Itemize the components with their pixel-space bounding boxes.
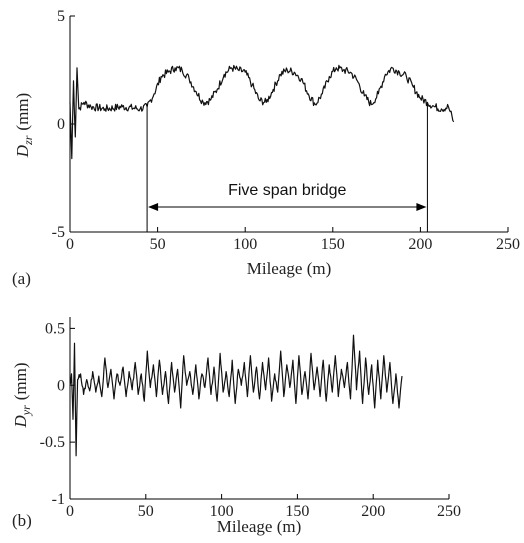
- panel-a-annotation: Five span bridge: [146, 104, 428, 232]
- panel-a-y-axis-label-main: D: [13, 144, 32, 158]
- y-tick-label: 0: [57, 377, 65, 394]
- y-tick-label: -0.5: [40, 434, 65, 451]
- x-tick-label: 250: [496, 236, 520, 253]
- panel-a-x-axis-label: Mileage (m): [247, 259, 332, 278]
- x-tick-label: 150: [321, 236, 345, 253]
- panel-b-x-axis-label: Mileage (m): [217, 517, 302, 536]
- panel-a-y-axis-label-sub: zr: [21, 135, 35, 146]
- panel-a-y-axis-label-unit: (mm): [13, 93, 32, 131]
- panel-a-chart: 0 50 100 150 200 250-505 Five span bridge Mil…: [12, 8, 520, 288]
- x-tick-label: 50: [150, 236, 166, 253]
- x-tick-label: 50: [138, 503, 154, 520]
- y-tick-label: 5: [57, 8, 65, 25]
- x-tick-label: 0: [66, 236, 74, 253]
- arrow-left-icon: [148, 203, 159, 211]
- x-tick-label: 100: [210, 503, 234, 520]
- panel-a-series: [69, 64, 455, 160]
- y-tick-label: -5: [52, 224, 65, 241]
- x-tick-label: 100: [233, 236, 257, 253]
- y-tick-label: -1: [52, 491, 65, 508]
- panel-a-label: (a): [12, 269, 31, 288]
- y-tick-label: 0: [57, 116, 65, 133]
- panel-b-y-axis-label: Dyr (mm): [11, 362, 33, 428]
- x-tick-label: 250: [437, 503, 461, 520]
- panel-b-series: [69, 334, 403, 457]
- arrow-right-icon: [416, 203, 427, 211]
- bridge-annotation-label: Five span bridge: [228, 182, 346, 199]
- panel-b-y-axis-label-sub: yr: [19, 405, 33, 416]
- panel-b-label: (b): [12, 511, 32, 530]
- panel-b-chart: 0 50 100 150 200 250 -1 -0.5 0 0.5 Mileage (m) Dy…: [11, 317, 461, 536]
- panel-b-y-axis-label-main: D: [11, 415, 30, 429]
- x-tick-label: 0: [66, 503, 74, 520]
- panel-b-ticks: 0 50 100 150 200 250 -1 -0.5 0 0.5: [40, 320, 461, 520]
- panel-b-y-axis-label-unit: (mm): [11, 362, 30, 400]
- panel-a-ticks: 0 50 100 150 200 250-505: [52, 8, 520, 253]
- panel-a-y-axis-label: Dzr (mm): [13, 93, 35, 158]
- y-tick-label: 0.5: [45, 320, 65, 337]
- x-tick-label: 150: [285, 503, 309, 520]
- x-tick-label: 200: [408, 236, 432, 253]
- panel-a-series-line-0: [69, 64, 455, 160]
- panel-b-series-line-0: [69, 334, 403, 457]
- panel-b-axes: [69, 317, 449, 500]
- panel-a-axes: [69, 16, 508, 233]
- x-tick-label: 200: [361, 503, 385, 520]
